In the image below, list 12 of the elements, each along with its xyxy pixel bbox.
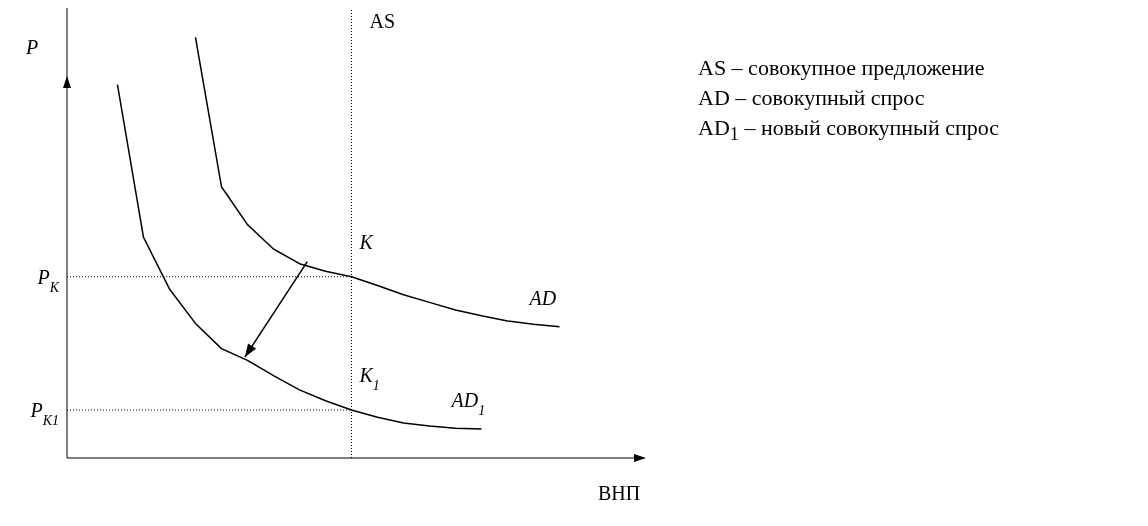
x-axis-title: ВНП bbox=[598, 482, 641, 505]
series-label: AD bbox=[527, 286, 557, 309]
text: AD$_{1}$ – новый совокупный спрос bbox=[698, 114, 999, 147]
y-axis-title: P bbox=[26, 36, 39, 59]
series-label: AD$_{1}$ bbox=[449, 388, 486, 418]
text: AS – совокупное предложение bbox=[698, 54, 986, 82]
ref-line-label: P$_{K1}$ bbox=[29, 399, 59, 428]
ref-line-label: P$_{K}$ bbox=[36, 265, 60, 295]
text: AD – совокупный спрос bbox=[698, 84, 926, 112]
text: AS bbox=[369, 10, 396, 32]
annotation: K$_{1}$ bbox=[358, 364, 380, 393]
annotation: K bbox=[358, 230, 375, 253]
